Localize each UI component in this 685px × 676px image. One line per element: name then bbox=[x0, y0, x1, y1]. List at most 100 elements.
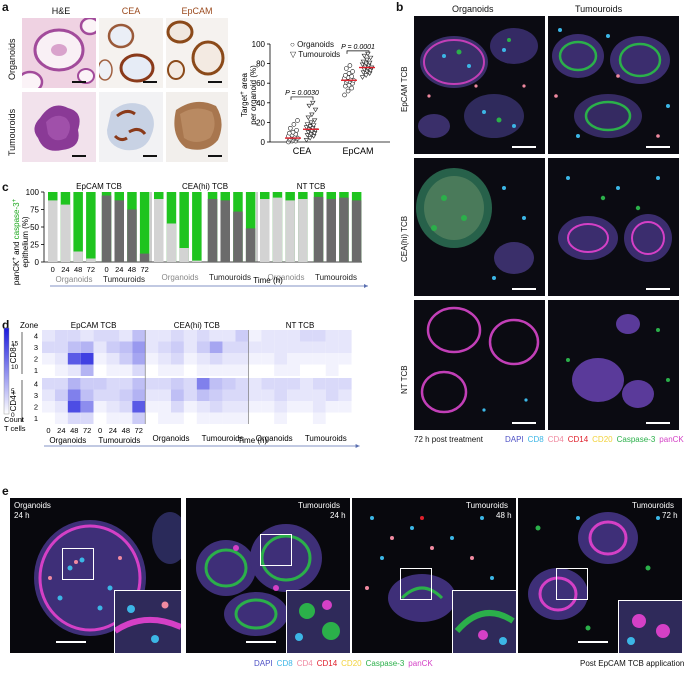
panel-d-cell bbox=[54, 401, 68, 413]
he-tumouroids-image bbox=[22, 92, 96, 162]
he-organoids-image bbox=[22, 18, 96, 88]
panel-d-cell bbox=[222, 389, 236, 401]
panel-d-cell bbox=[300, 412, 313, 424]
panel-d-cell bbox=[261, 353, 275, 365]
panel-d-cell bbox=[312, 401, 326, 413]
e1-time: 24 h bbox=[14, 511, 30, 520]
panel-a-xtick-label: CEA bbox=[293, 146, 312, 156]
cea-organoids-image bbox=[99, 18, 163, 88]
panel-c-bar-base bbox=[179, 248, 189, 262]
panel-c-bar-base bbox=[166, 223, 177, 262]
panel-label-a: a bbox=[2, 0, 9, 14]
panel-d-cell bbox=[235, 378, 249, 390]
panel-a-point bbox=[343, 73, 348, 78]
b-tumouroids-epcam-image bbox=[548, 16, 679, 154]
panel-d-cell bbox=[183, 401, 197, 413]
panel-d-cell bbox=[274, 412, 288, 424]
panel-a-point bbox=[350, 69, 355, 74]
legend-cd14: CD14 bbox=[567, 435, 589, 444]
panel-d-cell bbox=[93, 401, 107, 413]
panel-d-cell bbox=[54, 353, 68, 365]
panel-d-cell bbox=[93, 389, 107, 401]
panel-d-cell bbox=[325, 341, 339, 353]
panel-c-group-title: EpCAM TCB bbox=[76, 182, 122, 191]
panel-a-point bbox=[361, 53, 368, 59]
panel-a-ytick-label: 60 bbox=[256, 79, 265, 88]
panel-d-cell bbox=[145, 401, 159, 413]
panel-a-point bbox=[344, 66, 349, 71]
panel-d-cell bbox=[235, 389, 249, 401]
panel-d-xsub-label: Tumouroids bbox=[202, 434, 244, 443]
panel-a-point bbox=[312, 107, 319, 113]
panel-a-ytick-label: 40 bbox=[256, 99, 265, 108]
panel-c-bar-base bbox=[326, 199, 336, 262]
panel-d-cell bbox=[93, 330, 107, 342]
panel-c-xtick-label: 72 bbox=[87, 265, 95, 274]
panel-d-cell bbox=[300, 341, 313, 353]
panel-c-bar-base bbox=[127, 209, 137, 262]
panel-c-ytick-label: 100 bbox=[26, 188, 40, 197]
panel-c-xtick-label: 0 bbox=[104, 265, 108, 274]
panel-a-point bbox=[305, 115, 312, 121]
e-stain-legend: DAPI CD8 CD4 CD14 CD20 Caspase-3 panCK bbox=[254, 659, 437, 668]
panel-d-cell bbox=[93, 341, 107, 353]
panel-d-cell bbox=[261, 330, 275, 342]
panel-d-cell bbox=[222, 412, 236, 424]
panel-d-cell bbox=[54, 341, 68, 353]
panel-a-point bbox=[342, 92, 347, 98]
panel-d-cell bbox=[80, 389, 94, 401]
panel-d-cell bbox=[222, 401, 236, 413]
panel-d-cell bbox=[312, 341, 326, 353]
panel-d-cell bbox=[287, 401, 300, 413]
panel-c-xtick-label: 72 bbox=[140, 265, 148, 274]
panel-c-bar-base bbox=[48, 200, 58, 262]
panel-c-xlabel: Time (h) bbox=[253, 276, 283, 285]
legend-cd20: CD20 bbox=[592, 435, 613, 444]
panel-label-b: b bbox=[396, 0, 404, 14]
panel-c-ytick-label: 75 bbox=[30, 206, 39, 215]
panel-d-cell bbox=[325, 353, 339, 365]
e2-title: Tumouroids bbox=[298, 501, 340, 510]
panel-d-cell bbox=[274, 341, 288, 353]
panel-d-cell bbox=[300, 378, 313, 390]
e-legend-cd20: CD20 bbox=[341, 659, 362, 668]
panel-c-bar-base bbox=[245, 228, 256, 262]
panel-d-zone-label: 4 bbox=[34, 332, 38, 341]
panel-d-cell bbox=[261, 364, 275, 376]
panel-d-cell bbox=[42, 353, 55, 365]
e1-selection-box bbox=[62, 548, 94, 580]
panel-d-cell bbox=[145, 353, 159, 365]
panel-d-cell bbox=[325, 412, 339, 424]
panel-a-scatter-chart: Target+ area per organoid (%) 0 20 40 60 80 1… bbox=[240, 40, 390, 156]
panel-d-cell bbox=[248, 389, 262, 401]
panel-c-bar-base bbox=[339, 197, 349, 262]
panel-d-cell bbox=[119, 353, 133, 365]
legend-organoids: ○ Organoids bbox=[290, 40, 334, 49]
panel-d-cell bbox=[67, 330, 81, 342]
panel-d-cell bbox=[300, 353, 313, 365]
panel-d-cell bbox=[338, 353, 352, 365]
panel-d-cell bbox=[132, 341, 146, 353]
panel-d-cell bbox=[42, 389, 55, 401]
panel-c-xtick-label: 0 bbox=[51, 265, 55, 274]
e-tumouroids-48h-image bbox=[352, 498, 516, 653]
cea-tumouroids-image bbox=[99, 92, 163, 162]
panel-d-cell bbox=[183, 330, 197, 342]
tumouroids-row-label: Tumouroids bbox=[7, 108, 17, 156]
b-tumouroids-header: Tumouroids bbox=[575, 4, 623, 14]
panel-c-bar-base bbox=[220, 200, 230, 262]
organoids-row-label: Organoids bbox=[7, 38, 17, 80]
b-organoids-header: Organoids bbox=[452, 4, 494, 14]
panel-d-cell bbox=[183, 389, 197, 401]
panel-c-bar-caspase bbox=[73, 192, 83, 262]
panel-a-xtick-label: EpCAM bbox=[342, 146, 373, 156]
panel-d-cell bbox=[261, 389, 275, 401]
panel-d-zone-label: 3 bbox=[34, 343, 38, 352]
panel-d-xtick-label: 72 bbox=[83, 426, 91, 435]
panel-d-cell bbox=[209, 353, 223, 365]
panel-c-bar-caspase bbox=[245, 192, 256, 262]
panel-d-xlabel: Time (h) bbox=[238, 436, 268, 445]
epcam-header: EpCAM bbox=[181, 6, 213, 16]
panel-d-cell bbox=[287, 341, 300, 353]
panel-a-ylabel: Target+ area per organoid (%) bbox=[240, 65, 258, 125]
